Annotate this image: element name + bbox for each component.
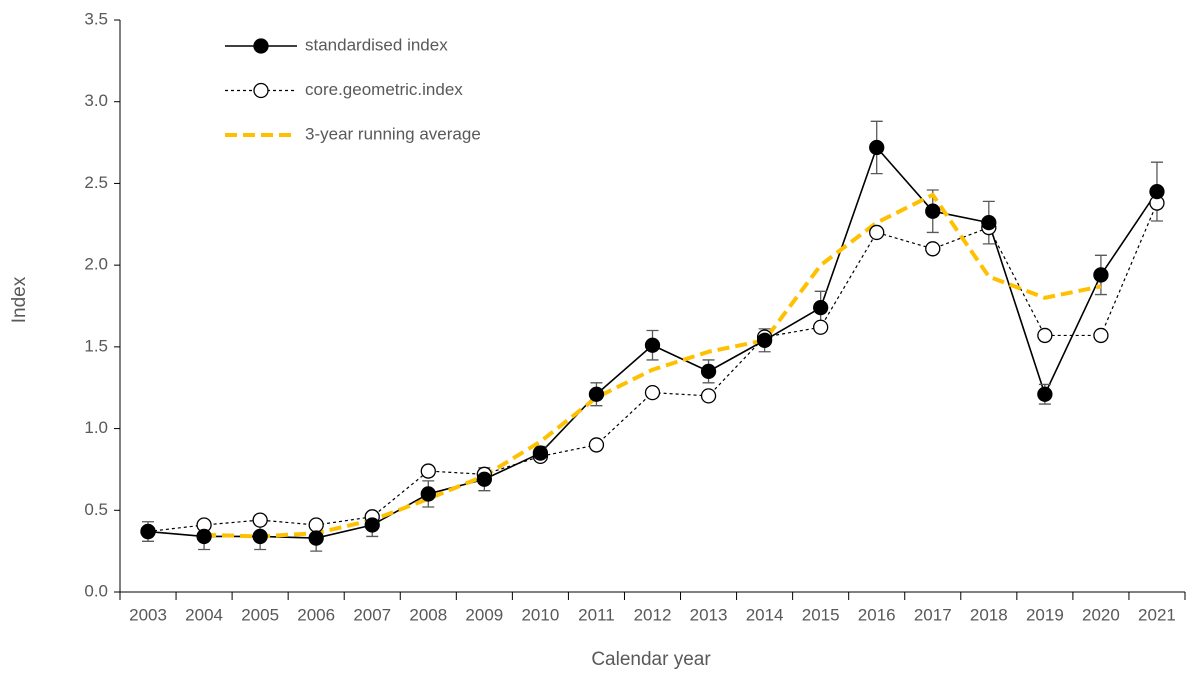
point [700, 363, 717, 380]
point [644, 384, 661, 401]
x-tick-label: 2012 [634, 605, 672, 624]
y-tick-label: 0.5 [84, 500, 108, 519]
point [700, 388, 717, 404]
point [1149, 183, 1165, 200]
legend-marker [253, 38, 269, 54]
point [588, 437, 605, 453]
point [644, 337, 661, 353]
point [476, 471, 492, 487]
legend-label: standardised index [305, 35, 448, 54]
x-tick-label: 2013 [690, 605, 728, 624]
x-tick-label: 2004 [185, 605, 223, 624]
x-tick-label: 2014 [746, 605, 784, 624]
y-tick-label: 0.0 [84, 581, 108, 600]
x-tick-label: 2003 [129, 605, 167, 624]
point [869, 224, 885, 241]
point [869, 139, 885, 156]
x-tick-label: 2005 [241, 605, 279, 624]
series-line [147, 202, 1158, 533]
x-tick-label: 2020 [1082, 605, 1120, 624]
x-tick-label: 2008 [409, 605, 447, 624]
point [925, 241, 941, 257]
x-tick-label: 2015 [802, 605, 840, 624]
point [1037, 327, 1053, 344]
y-tick-label: 2.0 [84, 255, 108, 274]
point [420, 486, 436, 502]
legend-label: core.geometric.index [305, 80, 463, 99]
point [252, 512, 268, 528]
y-tick-label: 1.0 [84, 418, 108, 437]
x-tick-label: 2011 [578, 605, 615, 624]
x-tick-label: 2021 [1138, 605, 1176, 624]
y-tick-label: 3.0 [84, 91, 108, 110]
point [981, 215, 997, 231]
x-tick-label: 2017 [914, 605, 952, 624]
point [925, 203, 941, 219]
point [813, 319, 829, 335]
y-axis-label: Index [9, 276, 30, 323]
x-tick-label: 2018 [970, 605, 1008, 624]
x-tick-label: 2009 [465, 605, 503, 624]
legend-label: 3-year running average [305, 124, 481, 143]
x-tick-label: 2019 [1026, 605, 1064, 624]
point [308, 530, 324, 546]
x-axis-label: Calendar year [591, 649, 711, 670]
x-tick-label: 2006 [297, 605, 335, 624]
point [813, 299, 829, 316]
point [196, 528, 212, 545]
x-tick-label: 2007 [353, 605, 391, 624]
point [252, 528, 268, 545]
point [420, 463, 436, 479]
point [1093, 267, 1109, 283]
point [140, 523, 156, 540]
point [588, 386, 605, 402]
legend-marker [253, 82, 269, 99]
y-tick-label: 2.5 [84, 173, 108, 192]
point [308, 517, 324, 533]
point [1093, 327, 1109, 344]
point [532, 445, 549, 461]
y-tick-label: 3.5 [84, 9, 108, 28]
point [756, 332, 773, 348]
x-tick-label: 2016 [858, 605, 896, 624]
x-tick-label: 2010 [521, 605, 559, 624]
y-tick-label: 1.5 [84, 336, 108, 355]
series-line [204, 192, 1102, 539]
point [1037, 386, 1053, 402]
point [364, 517, 380, 533]
